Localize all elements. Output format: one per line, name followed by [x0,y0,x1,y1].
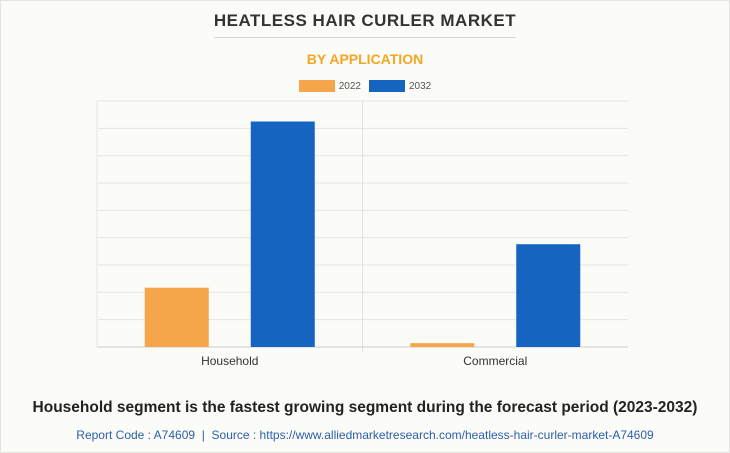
x-tick-label: Household [201,354,258,368]
footer: Report Code : A74609 | Source : https://… [0,428,730,442]
source-link[interactable]: Source : https://www.alliedmarketresearc… [211,428,654,442]
legend-label-2032: 2032 [409,80,432,92]
bar-household-2022 [144,287,209,347]
legend-item-2032: 2032 [369,80,431,92]
chart-title: HEATLESS HAIR CURLER MARKET [213,11,517,30]
bar-commercial-2032 [516,244,581,347]
chart-caption: Household segment is the fastest growing… [32,399,698,416]
bar-commercial-2022 [410,343,475,347]
bar-household-2032 [250,121,315,347]
legend-swatch-2032 [369,80,405,92]
footer-separator: | [201,428,205,442]
report-code: Report Code : A74609 [76,428,196,442]
x-tick-label: Commercial [463,354,527,368]
legend: 2022 2032 [0,80,730,92]
legend-item-2022: 2022 [298,80,361,92]
legend-swatch-2022 [298,80,335,92]
chart-subtitle: BY APPLICATION [306,51,424,67]
legend-label-2022: 2022 [338,80,361,92]
title-divider [214,37,516,38]
